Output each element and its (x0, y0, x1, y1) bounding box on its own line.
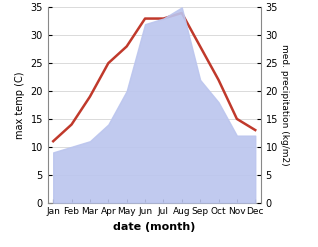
Y-axis label: max temp (C): max temp (C) (15, 71, 25, 139)
X-axis label: date (month): date (month) (113, 222, 196, 232)
Y-axis label: med. precipitation (kg/m2): med. precipitation (kg/m2) (280, 44, 289, 166)
